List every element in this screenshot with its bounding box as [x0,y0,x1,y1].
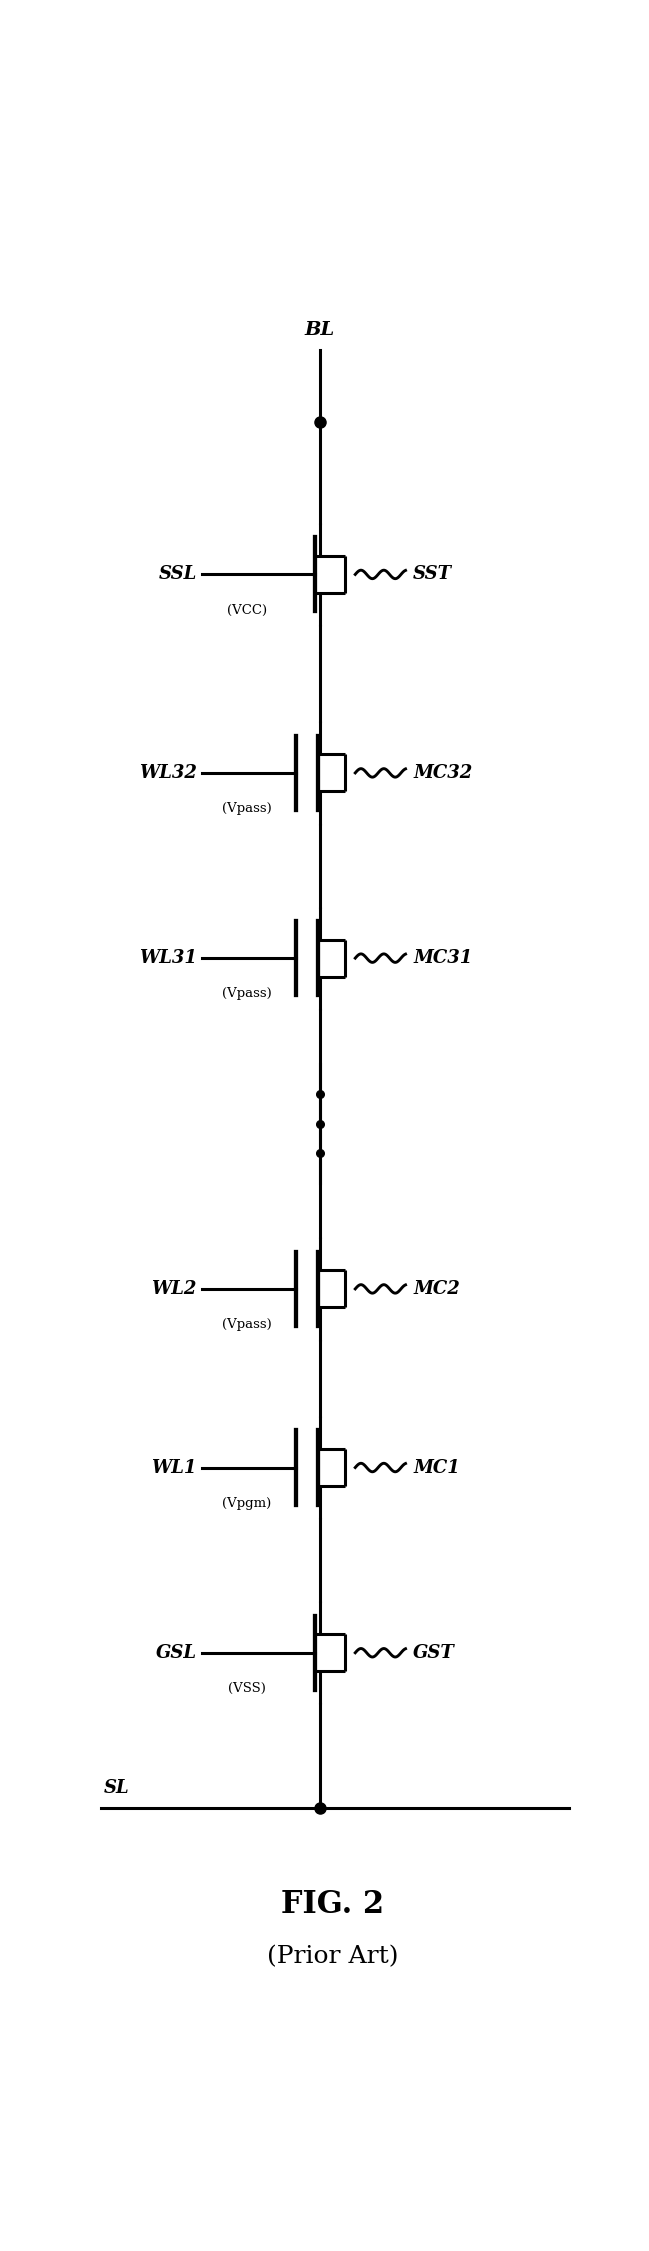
Text: SL: SL [104,1778,129,1796]
Text: WL32: WL32 [139,763,197,781]
Text: MC1: MC1 [413,1459,460,1477]
Text: GSL: GSL [156,1643,197,1661]
Text: WL2: WL2 [151,1281,197,1299]
Text: (VSS): (VSS) [228,1681,266,1695]
Text: WL1: WL1 [151,1459,197,1477]
Text: WL31: WL31 [139,950,197,968]
Text: (VCC): (VCC) [227,603,267,617]
Text: GST: GST [413,1643,455,1661]
Text: (Vpass): (Vpass) [222,1319,272,1330]
Text: (Prior Art): (Prior Art) [267,1945,398,1970]
Text: SST: SST [413,565,452,583]
Text: FIG. 2: FIG. 2 [281,1889,384,1920]
Text: (Vpass): (Vpass) [222,988,272,999]
Text: (Vpass): (Vpass) [222,801,272,815]
Text: MC31: MC31 [413,950,472,968]
Text: SSL: SSL [158,565,197,583]
Text: MC32: MC32 [413,763,472,781]
Text: BL: BL [305,322,335,340]
Text: MC2: MC2 [413,1281,460,1299]
Text: (Vpgm): (Vpgm) [223,1497,272,1510]
